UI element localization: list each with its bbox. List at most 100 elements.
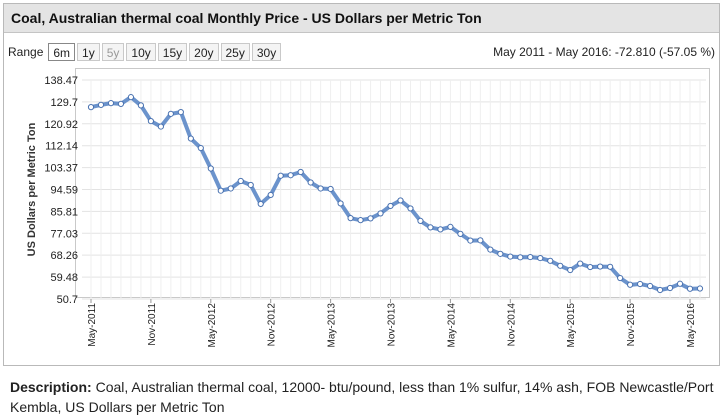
data-point xyxy=(317,185,324,192)
y-tick-label: 138.47 xyxy=(44,75,78,87)
y-tick-label: 68.26 xyxy=(50,250,78,262)
x-tick-label: May-2014 xyxy=(446,303,457,348)
data-point xyxy=(167,110,174,117)
data-point xyxy=(467,237,474,244)
data-point xyxy=(187,135,194,142)
data-point xyxy=(557,262,564,269)
x-tick-label: May-2015 xyxy=(566,303,577,348)
x-tick-label: Nov-2011 xyxy=(147,303,158,346)
data-point xyxy=(137,102,145,109)
data-point xyxy=(117,100,125,107)
x-tick-label: May-2016 xyxy=(686,303,697,348)
x-tick-label: Nov-2014 xyxy=(506,303,517,347)
data-point xyxy=(636,280,644,288)
x-tick-label: Nov-2013 xyxy=(387,303,398,347)
description: Description: Coal, Australian thermal co… xyxy=(10,377,715,417)
data-point xyxy=(307,179,314,186)
range-button-5y[interactable]: 5y xyxy=(101,43,125,61)
data-point xyxy=(587,263,594,271)
data-point xyxy=(277,172,284,179)
data-point xyxy=(696,285,704,292)
data-point xyxy=(287,172,294,179)
price-series-line xyxy=(89,95,702,292)
x-tick-label: May-2013 xyxy=(327,303,338,348)
data-point xyxy=(367,215,374,222)
data-point xyxy=(437,226,444,233)
data-point xyxy=(347,215,354,222)
data-point xyxy=(417,217,424,225)
data-point xyxy=(157,123,164,130)
data-point xyxy=(597,263,604,270)
data-point xyxy=(247,181,254,189)
data-point xyxy=(617,274,624,282)
y-tick-label: 120.92 xyxy=(44,119,78,131)
data-point xyxy=(507,253,514,260)
y-axis-label: US Dollars per Metric Ton xyxy=(26,122,38,256)
data-point xyxy=(87,104,95,111)
x-tick-label: May-2012 xyxy=(207,303,218,348)
range-button-15y[interactable]: 15y xyxy=(157,43,188,61)
data-point xyxy=(127,94,135,101)
range-button-25y[interactable]: 25y xyxy=(220,43,250,61)
y-tick-label: 112.14 xyxy=(45,141,78,153)
y-tick-label: 59.48 xyxy=(50,272,78,284)
data-point xyxy=(666,284,674,292)
data-point xyxy=(537,254,544,262)
range-button-6m[interactable]: 6m xyxy=(48,43,76,61)
data-point xyxy=(607,263,614,270)
data-point xyxy=(447,223,454,230)
data-point xyxy=(97,101,105,108)
description-label: Description: xyxy=(10,379,92,395)
range-button-10y[interactable]: 10y xyxy=(126,43,156,61)
description-text: Coal, Australian thermal coal, 12000- bt… xyxy=(10,379,714,415)
data-point xyxy=(646,282,654,290)
range-button-30y[interactable]: 30y xyxy=(251,43,282,61)
data-point xyxy=(357,217,364,224)
data-point xyxy=(487,246,494,253)
price-change-summary: May 2011 - May 2016: -72.810 (-57.05 %) xyxy=(493,45,715,59)
data-point xyxy=(327,185,334,193)
data-point xyxy=(107,100,115,107)
data-point xyxy=(427,224,434,231)
y-tick-label: 94.59 xyxy=(50,184,78,196)
x-tick-label: Nov-2012 xyxy=(267,303,278,347)
range-label: Range xyxy=(8,45,44,59)
data-point xyxy=(686,285,694,292)
data-point xyxy=(197,144,204,152)
data-point xyxy=(337,200,344,207)
data-point xyxy=(457,230,464,237)
y-tick-label: 129.7 xyxy=(50,97,78,109)
plot-area-frame xyxy=(75,68,710,298)
data-point xyxy=(397,197,404,204)
data-point xyxy=(577,260,584,267)
data-point xyxy=(676,280,684,287)
range-button-1y[interactable]: 1y xyxy=(77,43,100,61)
x-tick-label: Nov-2015 xyxy=(626,303,637,347)
y-tick-label: 50.7 xyxy=(57,294,78,306)
y-tick-label: 103.37 xyxy=(44,163,78,175)
data-point xyxy=(207,165,214,172)
data-point xyxy=(517,254,524,261)
data-point xyxy=(177,109,184,116)
data-point xyxy=(497,250,504,257)
data-point xyxy=(527,253,534,261)
data-point xyxy=(227,185,234,192)
y-tick-label: 77.03 xyxy=(50,228,78,240)
data-point xyxy=(387,202,394,210)
range-button-20y[interactable]: 20y xyxy=(189,43,219,61)
page-title: Coal, Australian thermal coal Monthly Pr… xyxy=(4,4,719,33)
data-point xyxy=(267,191,274,199)
data-point xyxy=(217,187,224,194)
data-point xyxy=(147,117,155,125)
range-selector: Range 6m 1y 5y 10y 15y 20y 25y 30y xyxy=(8,42,283,62)
data-point xyxy=(257,200,264,208)
data-point xyxy=(627,281,634,288)
data-point xyxy=(477,237,484,244)
data-point xyxy=(407,205,414,212)
data-point xyxy=(237,177,244,185)
data-point xyxy=(377,210,384,217)
price-line-chart: 50.7 59.48 68.26 77.03 85.81 94.59 103.37 112.1… xyxy=(26,75,706,348)
data-point xyxy=(656,286,664,294)
x-tick-label: May-2011 xyxy=(87,303,98,347)
y-tick-label: 85.81 xyxy=(50,206,78,218)
